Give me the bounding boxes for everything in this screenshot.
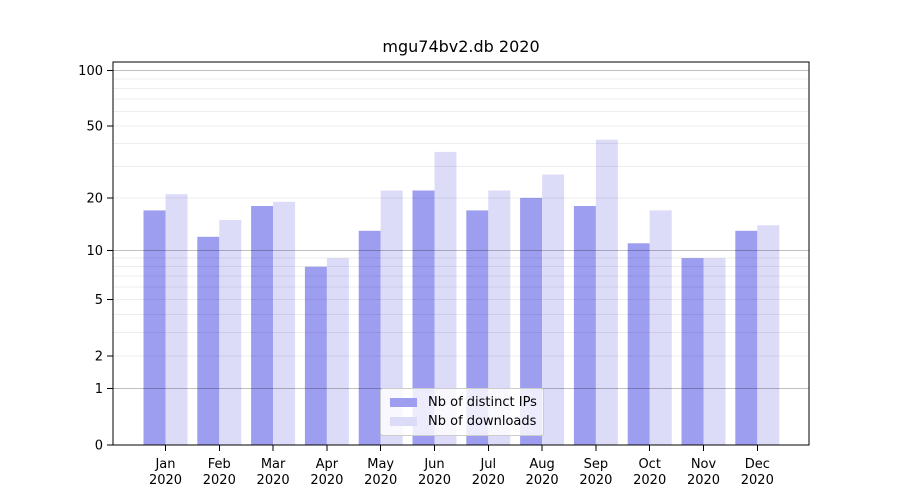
legend-label-downloads: Nb of downloads [428,414,537,429]
x-tick-label-year: 2020 [472,473,505,488]
legend: Nb of distinct IPs Nb of downloads [380,388,544,436]
bar-distinct-ips-jan [143,210,166,445]
y-tick-label: 0 [95,439,103,454]
legend-swatch-distinct-ips [390,398,417,407]
bar-downloads-oct [649,210,672,445]
bar-distinct-ips-apr [304,266,327,445]
x-tick-label-month: Jan [154,457,175,472]
bar-distinct-ips-feb [197,236,220,445]
legend-item-distinct-ips: Nb of distinct IPs [390,395,537,410]
bar-distinct-ips-jun [412,190,435,445]
bar-downloads-may [380,190,403,445]
bar-distinct-ips-jul [466,210,489,445]
y-tick-label: 1 [95,382,103,397]
x-tick-label-year: 2020 [526,473,559,488]
y-tick-label: 10 [86,244,103,259]
bar-downloads-jan [165,194,188,445]
bar-downloads-nov [703,258,726,445]
x-tick-label-year: 2020 [741,473,774,488]
x-tick-label-month: May [367,457,394,472]
x-tick-label-month: Feb [208,457,231,472]
legend-swatch-downloads [390,417,417,426]
bar-distinct-ips-aug [520,197,543,445]
bar-distinct-ips-may [358,230,381,445]
bar-distinct-ips-nov [681,258,704,445]
bar-downloads-feb [219,219,242,445]
bar-downloads-jul [488,190,511,445]
x-tick-label-month: Dec [745,457,770,472]
x-tick-label-year: 2020 [633,473,666,488]
y-tick-label: 2 [95,349,103,364]
bar-distinct-ips-sep [573,206,596,445]
legend-item-downloads: Nb of downloads [390,414,537,429]
bar-distinct-ips-mar [251,206,274,445]
x-tick-label-month: Oct [638,457,660,472]
x-tick-label-month: Jul [479,457,496,472]
y-tick-label: 100 [78,64,103,79]
y-tick-label: 5 [95,293,103,308]
x-tick-label-year: 2020 [579,473,612,488]
bar-downloads-jun [434,151,457,445]
bar-distinct-ips-oct [627,243,650,445]
x-tick-label-month: Jun [423,457,444,472]
y-tick-label: 20 [86,191,103,206]
bar-downloads-dec [757,225,780,445]
x-tick-label-year: 2020 [257,473,290,488]
legend-label-distinct-ips: Nb of distinct IPs [428,395,537,410]
plot-frame [112,61,810,446]
x-tick-label-year: 2020 [364,473,397,488]
bar-downloads-aug [542,174,565,445]
x-tick-label-year: 2020 [310,473,343,488]
x-tick-label-month: Sep [584,457,609,472]
bar-downloads-sep [595,139,618,445]
chart-title: mgu74bv2.db 2020 [382,37,540,56]
x-tick-label-year: 2020 [418,473,451,488]
bar-distinct-ips-dec [735,230,758,445]
x-tick-label-year: 2020 [203,473,236,488]
bar-downloads-mar [273,201,296,445]
x-tick-label-month: Mar [261,457,286,472]
x-tick-label-month: Nov [691,457,717,472]
bar-downloads-apr [326,258,349,445]
y-tick-label: 50 [86,119,103,134]
x-tick-label-month: Aug [529,457,554,472]
x-tick-label-year: 2020 [149,473,182,488]
x-tick-label-year: 2020 [687,473,720,488]
x-tick-label-month: Apr [316,457,339,472]
